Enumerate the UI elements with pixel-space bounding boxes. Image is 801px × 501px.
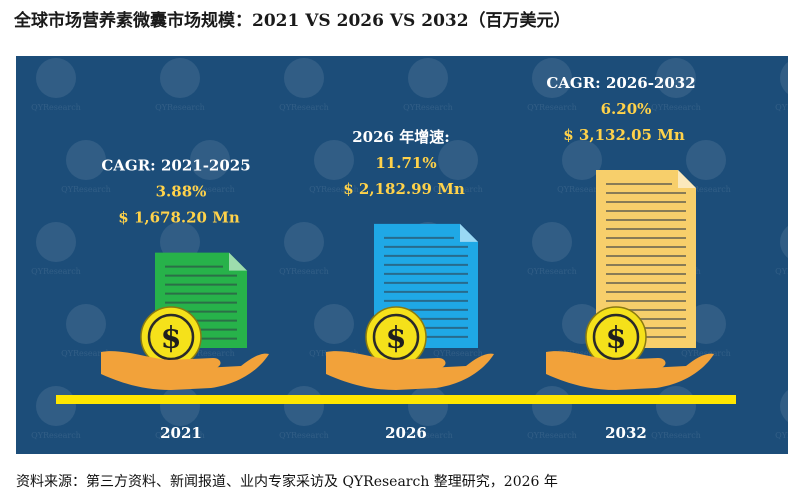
data-label: $ 3,132.05 Mn [563, 126, 685, 144]
watermark-logo-icon [284, 222, 324, 262]
watermark-text: QYResearch [279, 431, 329, 440]
watermark-text: QYResearch [775, 267, 788, 276]
watermark-logo-icon [780, 58, 801, 98]
bar-fold-2021 [229, 252, 247, 271]
baseline-bar [56, 395, 736, 404]
dollar-icon: $ [606, 321, 627, 356]
watermark-logo-icon [780, 386, 801, 426]
chart-title: 全球市场营养素微囊市场规模：2021 VS 2026 VS 2032（百万美元） [14, 11, 571, 31]
watermark-text: QYResearch [681, 349, 731, 358]
watermark-text: QYResearch [557, 185, 607, 194]
bar-fold-2032 [678, 170, 696, 188]
chart-svg: QYResearch QYResearch QYResearch QYResearch… [31, 58, 801, 442]
watermark-logo-icon [66, 140, 106, 180]
watermark-logo-icon [314, 140, 354, 180]
watermark-text: QYResearch [527, 267, 577, 276]
x-tick-label: 2026 [385, 424, 427, 442]
watermark-text: QYResearch [155, 431, 205, 440]
watermark-text: QYResearch [61, 185, 111, 194]
watermark-logo-icon [314, 304, 354, 344]
x-tick-label: 2032 [605, 424, 647, 442]
watermark-text: QYResearch [527, 431, 577, 440]
watermark-text: QYResearch [31, 267, 81, 276]
bar-fold-2026 [460, 223, 478, 242]
annotation-heading: 2026 年增速: [352, 128, 450, 146]
bar-group-2021: $ CAGR: 2021-2025 3.88% $ 1,678.20 Mn [101, 157, 269, 390]
watermark-text: QYResearch [279, 103, 329, 112]
source-note: 资料来源：第三方资料、新闻报道、业内专家采访及 QYResearch 整理研究，… [16, 474, 558, 490]
watermark-logo-icon [36, 222, 76, 262]
bar-group-2026: $2026 年增速: 11.71% $ 2,182.99 Mn [326, 128, 494, 390]
watermark-logo-icon [656, 58, 696, 98]
watermark-text: QYResearch [31, 431, 81, 440]
watermark-logo-icon [190, 140, 230, 180]
watermark-text: QYResearch [31, 103, 81, 112]
watermark-text: QYResearch [185, 349, 235, 358]
watermark-text: QYResearch [651, 431, 701, 440]
watermark-text: QYResearch [403, 431, 453, 440]
hand-icon [326, 351, 494, 390]
x-tick-label: 2021 [160, 424, 202, 442]
watermark-logo-icon [562, 140, 602, 180]
watermark-logo-icon [160, 58, 200, 98]
watermark-logo-icon [160, 222, 200, 262]
watermark-text: QYResearch [775, 431, 788, 440]
annotation-rate: 3.88% [156, 183, 207, 201]
watermark-text: QYResearch [433, 349, 483, 358]
coin-ring [372, 313, 420, 361]
watermark-text: QYResearch [651, 103, 701, 112]
watermark-logo-icon [532, 58, 572, 98]
bar-group-2032: $ CAGR: 2026-2032 6.20% $ 3,132.05 Mn [546, 74, 714, 390]
dollar-icon: $ [386, 321, 407, 356]
watermark-logo-icon [532, 386, 572, 426]
watermark-logo-icon [408, 58, 448, 98]
watermark-text: QYResearch [155, 103, 205, 112]
watermark-logo-icon [438, 140, 478, 180]
watermark-logo-icon [532, 222, 572, 262]
watermark-logo-icon [284, 386, 324, 426]
watermark-logo-icon [686, 140, 726, 180]
watermark-text: QYResearch [557, 349, 607, 358]
watermark-logo-icon [284, 58, 324, 98]
watermark-text: QYResearch [309, 185, 359, 194]
watermark-logo-icon [36, 58, 76, 98]
watermark-text: QYResearch [185, 185, 235, 194]
coin-ring [147, 313, 195, 361]
watermark-logo-icon [66, 304, 106, 344]
coin-ring [592, 313, 640, 361]
data-label: $ 2,182.99 Mn [343, 180, 465, 198]
data-label: $ 1,678.20 Mn [118, 209, 240, 227]
hand-icon [101, 351, 269, 390]
annotation-heading: CAGR: 2026-2032 [546, 74, 695, 92]
watermark-text: QYResearch [527, 103, 577, 112]
annotation-rate: 11.71% [375, 154, 436, 172]
watermark-text: QYResearch [403, 103, 453, 112]
watermark-text: QYResearch [681, 185, 731, 194]
watermark-text: QYResearch [775, 103, 788, 112]
watermark-logo-icon [160, 386, 200, 426]
watermark-text: QYResearch [433, 185, 483, 194]
watermark-logo-icon [780, 222, 801, 262]
watermark-logo-icon [656, 386, 696, 426]
hand-icon [546, 351, 714, 390]
watermark-text: QYResearch [279, 267, 329, 276]
annotation-heading: CAGR: 2021-2025 [101, 157, 250, 175]
annotation-rate: 6.20% [601, 100, 652, 118]
watermark-text: QYResearch [61, 349, 111, 358]
chart-panel: QYResearch QYResearch QYResearch QYResearch… [16, 56, 801, 454]
bar-2032 [596, 170, 696, 348]
dollar-icon: $ [161, 321, 182, 356]
watermark-logo-icon [36, 386, 76, 426]
watermark-logo-icon [408, 386, 448, 426]
